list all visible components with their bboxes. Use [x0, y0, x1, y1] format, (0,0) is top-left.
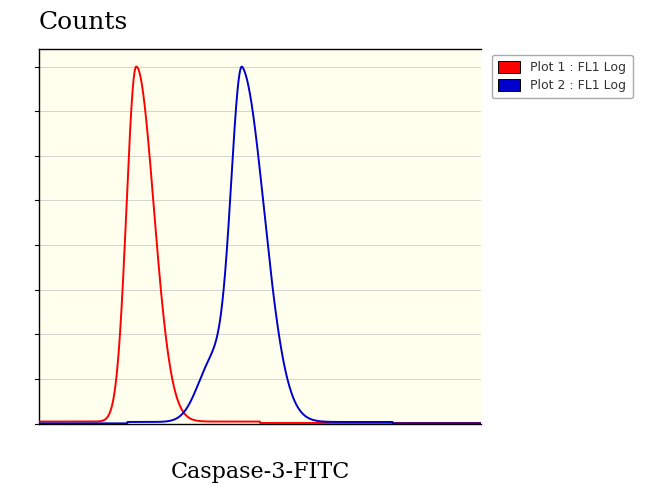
- Text: Caspase-3-FITC: Caspase-3-FITC: [170, 461, 350, 483]
- Legend: Plot 1 : FL1 Log, Plot 2 : FL1 Log: Plot 1 : FL1 Log, Plot 2 : FL1 Log: [491, 55, 632, 98]
- Text: Counts: Counts: [39, 11, 128, 34]
